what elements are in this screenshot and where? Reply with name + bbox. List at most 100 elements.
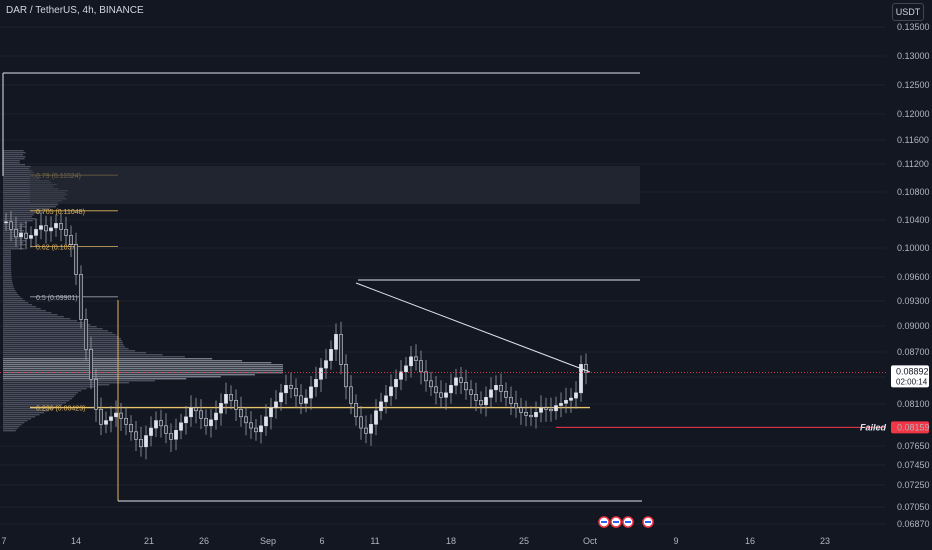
candle-body (229, 394, 232, 400)
price-tick-label: 0.10400 (897, 215, 930, 225)
time-tick-label: 25 (519, 536, 529, 546)
candle-body (289, 385, 292, 388)
last-price-value: 0.08892 (896, 366, 929, 376)
candle-body (309, 387, 312, 398)
candle-body (394, 379, 397, 386)
profile-bar (3, 252, 11, 253)
candle-body (274, 402, 277, 408)
time-axis[interactable]: 7 14 21 26 Sep 6 11 18 25 Oct 9 16 23 (1, 536, 830, 546)
candle-body (294, 388, 297, 395)
profile-bar (3, 402, 66, 403)
profile-bar (3, 150, 24, 151)
candle-body (84, 319, 87, 349)
candle-body (479, 400, 482, 404)
profile-bar (3, 348, 129, 349)
profile-bar (3, 246, 19, 247)
candle-body (109, 417, 112, 421)
candle-body (179, 423, 182, 430)
profile-bar (3, 366, 283, 367)
profile-bar (3, 284, 13, 285)
profile-bar (3, 226, 26, 227)
candle-body (59, 223, 62, 229)
candle-body (69, 235, 72, 244)
fib-label: 0.5 (0.09901) (36, 295, 78, 302)
symbol-title: DAR / TetherUS, 4h, BINANCE (6, 5, 144, 16)
time-tick-label: 18 (446, 536, 456, 546)
range-boxes (3, 73, 642, 501)
profile-bar (3, 258, 11, 259)
candle-body (284, 385, 287, 392)
profile-bar (3, 254, 11, 255)
candle-body (464, 382, 467, 389)
candle-body (99, 409, 102, 424)
candle-body (339, 334, 342, 364)
profile-bar (3, 238, 22, 239)
candle-body (539, 408, 542, 412)
profile-bar (3, 278, 12, 279)
profile-bar (3, 152, 26, 153)
profile-bar (3, 288, 14, 289)
profile-bar (3, 418, 31, 419)
profile-bar (3, 390, 81, 391)
profile-bar (3, 358, 212, 359)
candle-body (414, 357, 417, 361)
profile-bar (3, 400, 69, 401)
profile-bar (3, 242, 23, 243)
candle-body (449, 385, 452, 392)
candle-body (574, 393, 577, 398)
profile-bar (3, 326, 97, 327)
candle-body (329, 349, 332, 360)
profile-bar (3, 240, 26, 241)
time-tick-label: 11 (370, 536, 379, 546)
candle-body (129, 424, 132, 431)
candle-body (144, 436, 147, 447)
profile-bar (3, 244, 26, 245)
candle-body (514, 403, 517, 407)
candle-body (39, 226, 42, 230)
price-tick-label: 0.12500 (897, 80, 930, 90)
candle-body (279, 393, 282, 402)
profile-bar (3, 336, 119, 337)
candle-body (304, 398, 307, 403)
profile-bar (3, 350, 135, 351)
time-tick-label: 14 (71, 536, 81, 546)
profile-bar (3, 274, 11, 275)
candle-body (204, 418, 207, 425)
profile-bar (3, 292, 17, 293)
profile-bar (3, 220, 33, 221)
profile-bar (3, 166, 31, 167)
candle-body (139, 439, 142, 446)
time-tick-label: Sep (260, 536, 276, 546)
currency-button[interactable]: USDT (892, 3, 924, 21)
price-axis[interactable]: 0.13500 0.13000 0.12500 0.12000 0.11600 0.112… (890, 0, 932, 550)
price-tick-label: 0.11600 (897, 135, 929, 145)
candle-body (379, 402, 382, 411)
profile-bar (3, 340, 122, 341)
profile-bar (3, 160, 20, 161)
profile-bar (3, 338, 121, 339)
grid (0, 27, 886, 524)
profile-bar (3, 270, 11, 271)
candle-body (49, 228, 52, 231)
countdown-value: 02:00:14 (896, 377, 928, 386)
candle-body (549, 409, 552, 410)
descending-trendline (356, 283, 590, 372)
candle-body (459, 378, 462, 382)
profile-bar (3, 324, 90, 325)
candle-body (349, 387, 352, 403)
candle-body (544, 408, 547, 409)
candle-body (564, 400, 567, 403)
profile-bar (3, 388, 87, 389)
candle-body (14, 229, 17, 236)
profile-bar (3, 392, 78, 393)
candle-body (239, 409, 242, 416)
candle-body (224, 394, 227, 403)
candle-body (219, 403, 222, 413)
candle-body (259, 426, 262, 432)
candle-body (119, 413, 122, 418)
candle-body (499, 385, 502, 391)
candle-body (24, 233, 27, 238)
candle-body (534, 412, 537, 416)
profile-bar (3, 306, 36, 307)
